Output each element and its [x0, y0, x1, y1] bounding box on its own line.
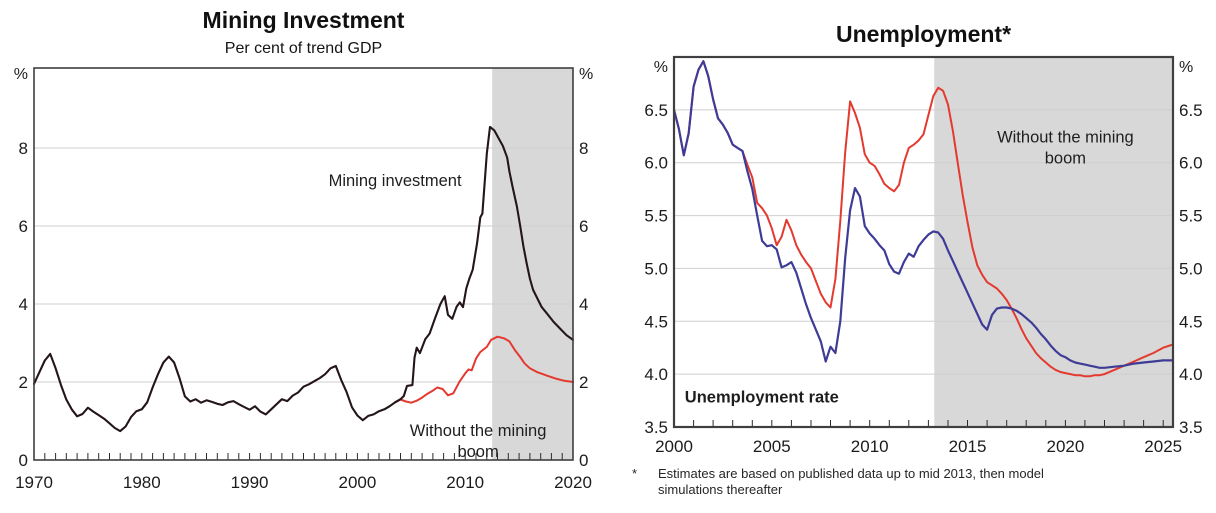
tick_labels-1: 6.0	[644, 154, 668, 173]
tick_labels-3: 2000	[338, 473, 376, 492]
tick_labels-5: 4.0	[644, 365, 668, 384]
lines-0: Estimates are based on published data up…	[658, 466, 1044, 481]
tick_labels-0: 6.5	[644, 101, 668, 120]
y_axis-unit: %	[14, 66, 28, 83]
lines-1: simulations thereafter	[658, 482, 783, 497]
lines-0: Without the mining	[997, 128, 1134, 146]
tick_labels-4: 4.5	[1179, 312, 1203, 331]
tick_labels-0: 1970	[15, 473, 53, 492]
tick_labels-0: 8	[19, 139, 28, 158]
0-subtitle: Per cent of trend GDP	[225, 40, 382, 57]
tick_labels-0: 6.5	[1179, 101, 1203, 120]
tick_labels-1: 6	[19, 217, 28, 236]
tick_labels-6: 3.5	[644, 418, 668, 437]
lines-1: boom	[457, 443, 498, 461]
tick_labels-3: 5.0	[644, 259, 668, 278]
footnote-marker: *	[632, 466, 637, 481]
y_axis-unit: %	[1179, 59, 1193, 76]
tick_labels-1: 2005	[753, 437, 791, 456]
lines-0: Mining investment	[329, 172, 462, 190]
tick_labels-1: 6.0	[1179, 154, 1203, 173]
tick_labels-5: 2020	[554, 473, 592, 492]
tick_labels-4: 4.5	[644, 312, 668, 331]
tick_labels-3: 2	[579, 373, 588, 392]
lines-0: Unemployment rate	[685, 388, 839, 406]
tick_labels-4: 2010	[446, 473, 484, 492]
tick_labels-4: 0	[579, 451, 588, 470]
tick_labels-4: 2020	[1046, 437, 1084, 456]
unemployment-chart: Unemployment*% % 6.5 6.5 6.0 6.0 5.5 5.5 5.0 5.0 4…	[632, 21, 1203, 497]
y_axis-unit: %	[579, 66, 593, 83]
0-title: Mining Investment	[203, 7, 405, 33]
tick_labels-2: 2010	[851, 437, 889, 456]
mining-investment-chart: Mining Investment Per cent of trend GDP%%…	[14, 7, 593, 492]
tick_labels-1: 6	[579, 217, 588, 236]
tick_labels-3: 2015	[949, 437, 987, 456]
tick_labels-0: 2000	[655, 437, 693, 456]
tick_labels-2: 1990	[231, 473, 269, 492]
tick_labels-2: 5.5	[644, 207, 668, 226]
forecast-shaded-region	[492, 68, 573, 460]
forecast-shaded-region	[934, 57, 1173, 427]
gridlines	[34, 147, 573, 383]
tick_labels-4: 0	[19, 451, 28, 470]
y_axis-unit: %	[654, 59, 668, 76]
tick_labels-5: 4.0	[1179, 365, 1203, 384]
tick_labels-1: 1980	[123, 473, 161, 492]
lines-1: boom	[1045, 149, 1086, 167]
plot-frame	[672, 55, 1175, 429]
tick_labels-2: 4	[579, 295, 588, 314]
tick_labels-2: 4	[19, 295, 28, 314]
lines-0: Without the mining	[410, 422, 547, 440]
x-axis-minor-ticks	[673, 420, 1164, 427]
1-title: Unemployment*	[836, 21, 1011, 47]
series-line-mining-investment	[32, 125, 575, 433]
tick_labels-5: 2025	[1144, 437, 1182, 456]
plot-frame	[33, 67, 574, 461]
series-line-unemployment-rate	[672, 60, 1175, 369]
series-line-without-the-mining-boom	[394, 335, 574, 404]
tick_labels-3: 5.0	[1179, 259, 1203, 278]
series-line-without-the-mining-boom	[673, 60, 1174, 378]
x-axis-minor-ticks	[33, 453, 574, 460]
tick_labels-0: 8	[579, 139, 588, 158]
tick_labels-6: 3.5	[1179, 418, 1203, 437]
tick_labels-2: 5.5	[1179, 207, 1203, 226]
tick_labels-3: 2	[19, 373, 28, 392]
